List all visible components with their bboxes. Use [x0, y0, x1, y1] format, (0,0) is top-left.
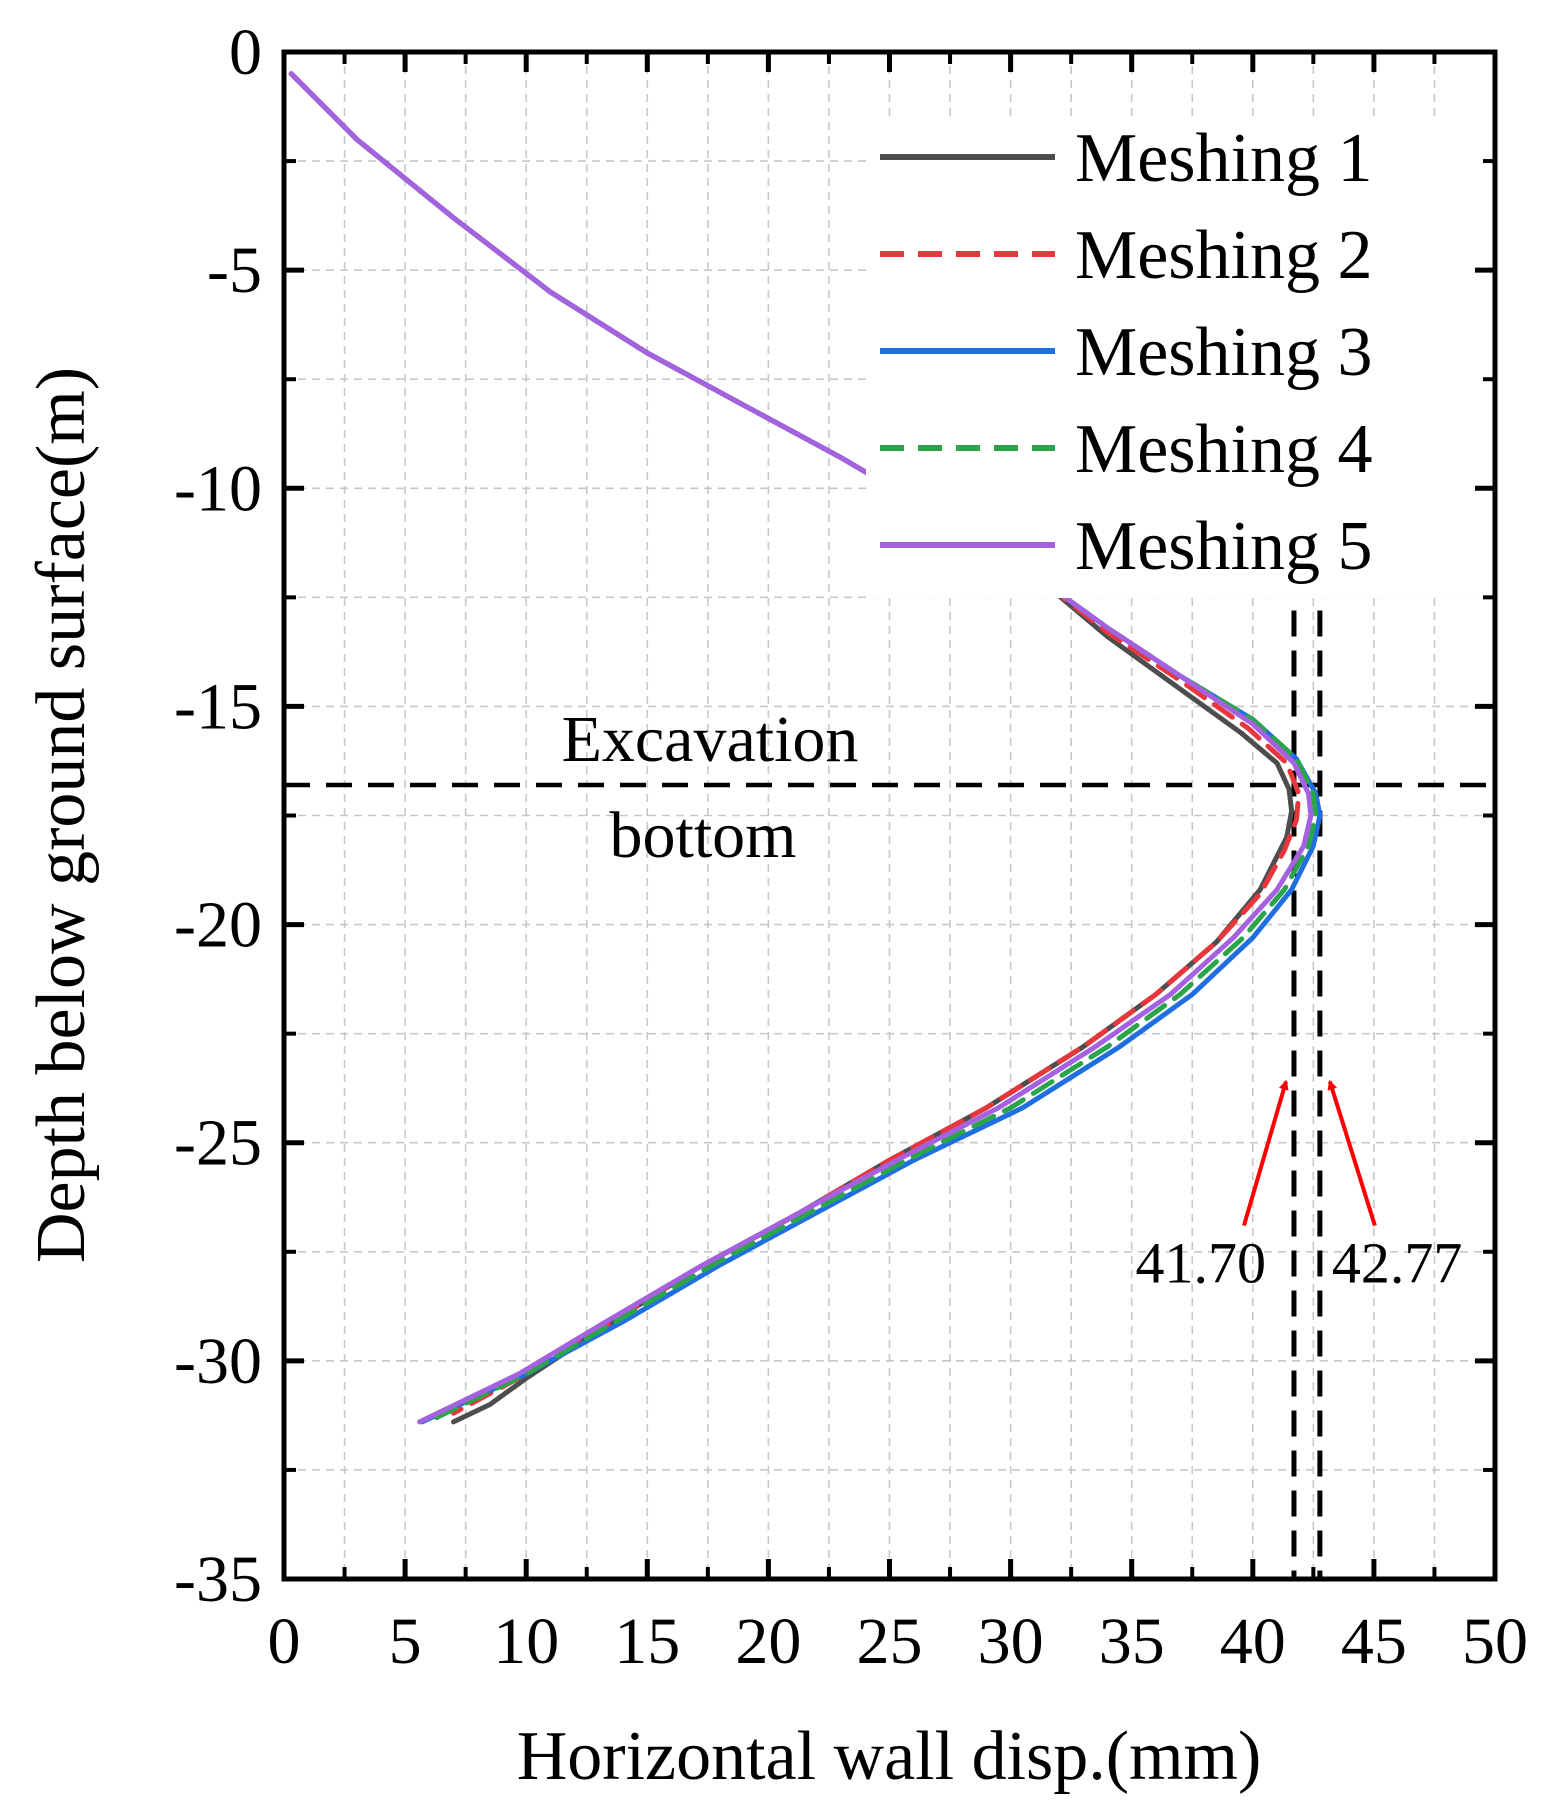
- x-tick-label: 50: [1462, 1605, 1528, 1678]
- legend-box: [866, 120, 1490, 598]
- x-tick-label: 10: [493, 1605, 559, 1678]
- x-tick-label: 40: [1220, 1605, 1286, 1678]
- x-tick-label: 35: [1099, 1605, 1165, 1678]
- x-tick-label: 5: [389, 1605, 422, 1678]
- x-tick-label: 20: [735, 1605, 801, 1678]
- x-tick-label: 0: [268, 1605, 301, 1678]
- y-tick-label: -30: [174, 1325, 262, 1398]
- legend-label-meshing-4: Meshing 4: [1075, 411, 1373, 488]
- legend: Meshing 1 Meshing 2 Meshing 3 Meshing 4 Mesh…: [866, 120, 1490, 598]
- x-tick-label: 45: [1341, 1605, 1407, 1678]
- legend-label-meshing-5: Meshing 5: [1075, 508, 1373, 585]
- legend-label-meshing-1: Meshing 1: [1075, 120, 1373, 197]
- value-label-42-77: 42.77: [1332, 1230, 1463, 1295]
- excavation-label-line1: Excavation: [562, 703, 859, 776]
- annotations: Excavation bottom 41.70 42.77: [562, 703, 1463, 1295]
- x-tick-label: 15: [614, 1605, 680, 1678]
- legend-label-meshing-2: Meshing 2: [1075, 217, 1373, 294]
- x-tick-label: 25: [857, 1605, 923, 1678]
- x-axis-title: Horizontal wall disp.(mm): [517, 1718, 1262, 1795]
- axis-ticks: 0 5 10 15 20 25 30 35 40 45 50 0 -5 -10 -15 -20 -25 -30 -3…: [174, 16, 1528, 1678]
- excavation-label-line2: bottom: [609, 799, 796, 872]
- arrow-42-77: [1327, 1079, 1377, 1227]
- y-axis-title: Depth below ground surface(m): [23, 367, 100, 1263]
- legend-label-meshing-3: Meshing 3: [1075, 314, 1373, 391]
- y-tick-label: -5: [207, 234, 262, 307]
- value-label-41-70: 41.70: [1135, 1230, 1266, 1295]
- series-line-meshing-5: [288, 71, 1314, 1425]
- arrow-41-70: [1242, 1079, 1289, 1227]
- y-tick-label: -25: [174, 1107, 262, 1180]
- y-tick-label: 0: [229, 16, 262, 89]
- y-tick-label: -15: [174, 670, 262, 743]
- y-tick-label: -35: [174, 1543, 262, 1616]
- series-lines: [288, 71, 1323, 1425]
- y-tick-label: -20: [174, 889, 262, 962]
- y-tick-label: -10: [174, 452, 262, 525]
- x-tick-label: 30: [978, 1605, 1044, 1678]
